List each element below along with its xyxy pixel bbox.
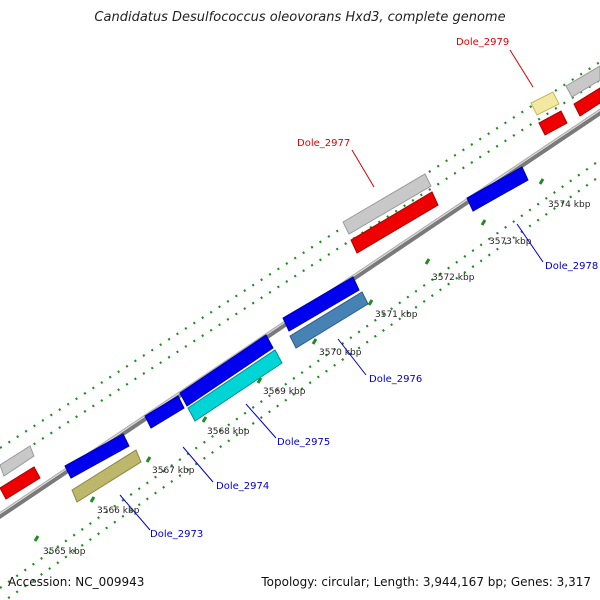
tick-label: 3571 kbp [375, 310, 418, 320]
gene-label-dole-2977: Dole_2977 [297, 138, 350, 149]
feature-gray-partial-left[interactable] [0, 445, 35, 477]
ruler-ring-inner [0, 159, 600, 600]
tick-label: 3573 kbp [489, 237, 532, 247]
feature-yellow-2979[interactable] [530, 91, 560, 116]
ruler-major-ticks [33, 178, 545, 542]
feature-olive-2973[interactable] [71, 449, 142, 503]
feature-blue-small[interactable] [144, 395, 185, 429]
gene-labels: Dole_2973 Dole_2974 Dole_2975 Dole_2976 … [150, 37, 598, 540]
gene-label-dole-2975: Dole_2975 [277, 437, 330, 448]
tick-label: 3569 kbp [263, 387, 306, 397]
gene-label-dole-2973: Dole_2973 [150, 529, 203, 540]
feature-red-partial-right[interactable] [573, 87, 600, 117]
feature-gray-partial-right[interactable] [565, 65, 600, 98]
feature-steelblue-2976[interactable] [289, 291, 369, 349]
feature-red-partial-left[interactable] [0, 466, 41, 500]
accession-text: Accession: NC_009943 [8, 575, 145, 589]
feature-gray-2977[interactable] [342, 173, 432, 235]
features [0, 65, 600, 503]
genome-summary-text: Topology: circular; Length: 3,944,167 bp… [261, 575, 591, 589]
feature-cyan-2975[interactable] [187, 349, 283, 422]
tick-label: 3570 kbp [319, 348, 362, 358]
feature-blue-2973-upper[interactable] [64, 433, 130, 479]
tick-label: 3568 kbp [207, 427, 250, 437]
tick-label: 3567 kbp [152, 466, 195, 476]
gene-label-dole-2974: Dole_2974 [216, 481, 269, 492]
gene-label-dole-2979: Dole_2979 [456, 37, 509, 48]
gene-label-dole-2978: Dole_2978 [545, 261, 598, 272]
map-title: Candidatus Desulfococcus oleovorans Hxd3… [94, 10, 506, 25]
gene-leaders [119, 49, 544, 531]
tick-label: 3574 kbp [548, 200, 591, 210]
tick-label: 3566 kbp [97, 506, 140, 516]
feature-blue-2978[interactable] [466, 166, 529, 212]
feature-red-2977[interactable] [350, 191, 439, 254]
gene-label-dole-2976: Dole_2976 [369, 374, 422, 385]
tick-label: 3565 kbp [43, 547, 86, 557]
tick-label: 3572 kbp [432, 273, 475, 283]
tick-labels: 3565 kbp 3566 kbp 3567 kbp 3568 kbp 3569… [43, 200, 591, 557]
feature-blue-2974[interactable] [179, 334, 274, 407]
feature-blue-2976-upper[interactable] [282, 276, 360, 332]
ruler-ring-outer [0, 61, 600, 467]
feature-red-2979[interactable] [538, 110, 568, 136]
